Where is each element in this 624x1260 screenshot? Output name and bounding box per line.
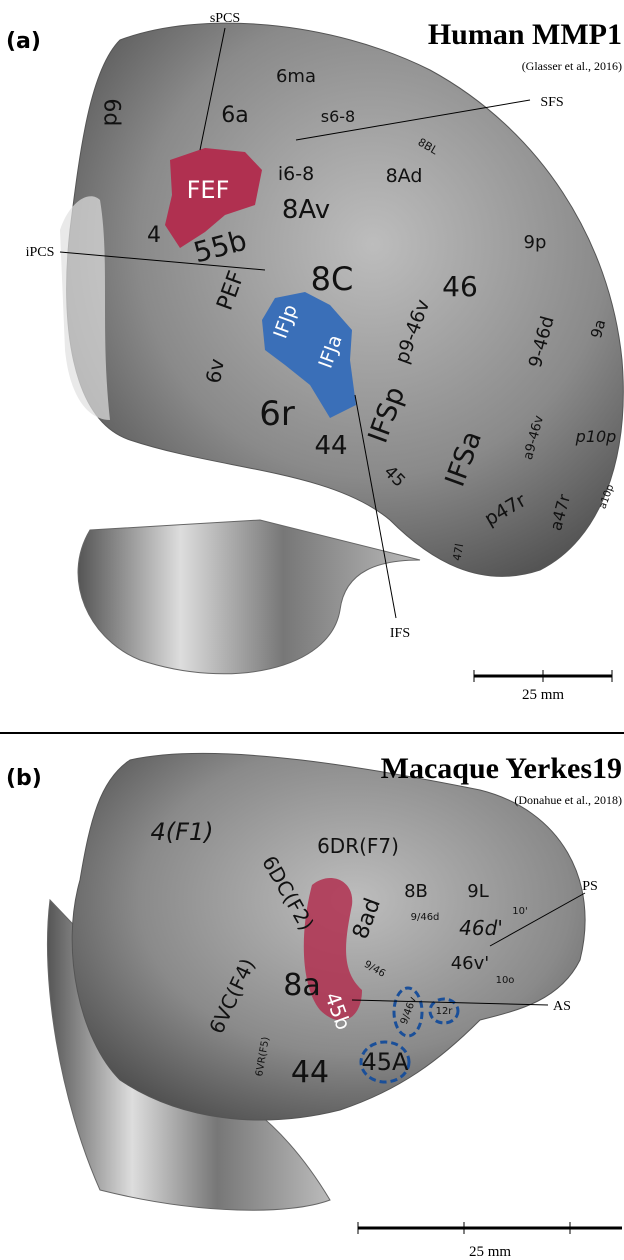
region-label: 6ma — [276, 66, 316, 87]
annotation: IFS — [390, 626, 410, 641]
region-label: 6v — [201, 357, 229, 386]
region-label: 45A — [362, 1048, 410, 1076]
region-label: 4(F1) — [150, 818, 213, 846]
region-label: 6d — [98, 98, 123, 126]
annotation: SFS — [540, 95, 563, 110]
citation: (Glasser et al., 2016) — [522, 59, 622, 73]
annotation: sPCS — [210, 11, 240, 26]
region-label: 4 — [147, 223, 161, 248]
region-label: 8B — [404, 881, 428, 902]
region-label: 46 — [442, 270, 478, 303]
region-label: 46v' — [451, 953, 490, 974]
region-label: 10o — [496, 975, 515, 986]
panel-label: (a) — [6, 29, 41, 54]
region-label: 44 — [291, 1055, 329, 1090]
panel-label: (b) — [6, 766, 42, 791]
panel-title: Human MMP1 — [428, 18, 622, 51]
region-label: 6r — [259, 394, 295, 434]
region-label: 10' — [512, 906, 527, 917]
region-label: 9p — [524, 232, 547, 253]
region-label: i6-8 — [278, 163, 314, 185]
region-label: p10p — [575, 427, 617, 446]
region-label: FEF — [187, 176, 230, 204]
region-label: 44 — [314, 431, 347, 461]
panel-title: Macaque Yerkes19 — [381, 752, 622, 785]
region-label: 46d' — [459, 916, 503, 940]
region-label: 6a — [221, 103, 248, 128]
region-label: 8Av — [282, 195, 330, 225]
scale-label: 25 mm — [522, 687, 564, 703]
region-label: 8a — [283, 968, 320, 1003]
region-label: 8Ad — [386, 165, 423, 187]
region-label: 9/46d — [411, 912, 440, 923]
region-label: 9L — [467, 881, 488, 902]
annotation: iPCS — [26, 245, 55, 260]
region-label: s6-8 — [321, 107, 355, 126]
region-label: 6DR(F7) — [317, 834, 399, 858]
annotation: AS — [553, 999, 571, 1014]
region-label: 8C — [311, 260, 354, 298]
region-label: 12r — [436, 1006, 454, 1017]
scale-label: 25 mm — [469, 1244, 511, 1260]
figure: (a) Human MMP1 (Glasser et al., 2016) 25… — [0, 0, 624, 1260]
citation: (Donahue et al., 2018) — [514, 793, 622, 807]
annotation: PS — [582, 879, 598, 894]
